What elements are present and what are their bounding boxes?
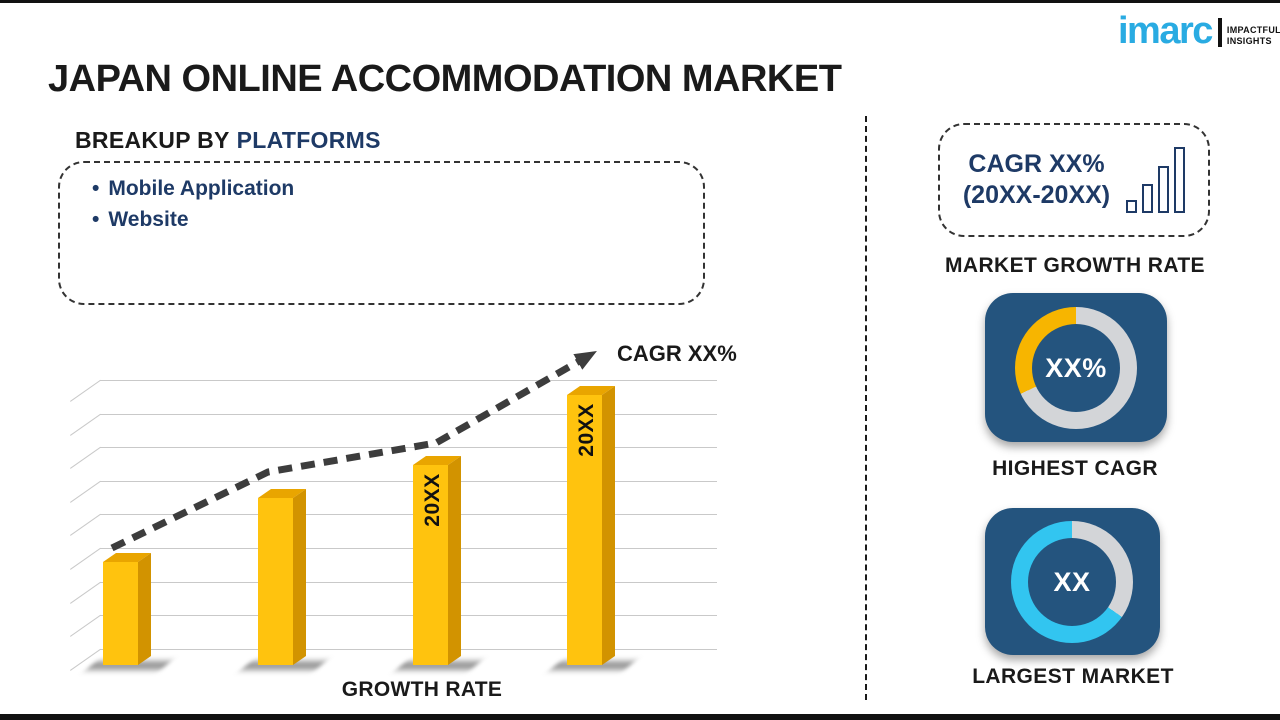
logo-tagline: IMPACTFUL INSIGHTS [1227,25,1280,47]
bar [258,489,306,665]
bottom-border [0,714,1280,720]
gridline [100,648,717,650]
cagr-text: CAGR XX% (20XX-20XX) [963,149,1110,211]
logo-tagline-line2: INSIGHTS [1226,36,1272,46]
breakup-heading-prefix: BREAKUP BY [75,127,230,153]
bar-growth-icon [1126,147,1186,213]
bar-front-face [567,395,602,665]
cagr-trend-label: CAGR XX% [617,341,737,366]
bar-side-face [138,553,151,665]
x-axis-label: GROWTH RATE [341,678,503,701]
bar-side-face [448,456,461,665]
market-growth-rate-label: MARKET GROWTH RATE [945,254,1205,277]
growth-icon-bar [1158,166,1170,213]
gridline [100,413,717,415]
cagr-trend-arrow [110,351,597,552]
bullet-icon: • [92,177,100,200]
largest-market-value: XX [1053,566,1091,597]
gridline [100,548,717,549]
highest-cagr-value: XX% [1045,352,1107,383]
bar-top-face [567,386,615,395]
breakup-heading: BREAKUP BY PLATFORMS [75,127,381,154]
gridline [100,380,717,381]
bar [413,456,461,665]
breakup-list: • Mobile Application • Website [92,173,294,235]
growth-icon-bar [1174,147,1186,213]
donut-hole: XX% [1032,324,1120,412]
bar [103,553,151,665]
bar-top-face [258,489,306,498]
gridline [100,514,717,516]
bar-side-face [602,386,615,665]
bar-front-face [258,498,293,665]
vertical-dashed-divider [865,116,867,700]
bar-front-face [413,465,448,665]
donut-hole: XX [1028,538,1116,626]
bar-top-face [413,456,461,465]
list-item: • Website [92,204,294,235]
cagr-value-line: CAGR XX% [968,150,1105,178]
gridline [100,447,717,449]
top-border [0,0,1280,3]
page-title: JAPAN ONLINE ACCOMMODATION MARKET [48,58,842,100]
gridline [100,615,717,617]
bullet-icon: • [92,208,100,231]
breakup-heading-highlight: PLATFORMS [236,127,381,153]
bar-front-face [103,562,138,665]
largest-market-label: LARGEST MARKET [972,665,1174,688]
logo-divider-bar [1217,18,1222,47]
gridline [100,480,717,482]
breakup-item-label: Mobile Application [108,177,295,200]
growth-icon-bar [1142,184,1154,213]
highest-cagr-donut-chart: XX% [1015,307,1137,429]
logo-tagline-line1: IMPACTFUL [1226,25,1280,35]
imarc-wordmark: imarc [1118,10,1213,52]
trend-polyline [110,351,597,552]
list-item: • Mobile Application [92,173,294,204]
bar [567,386,615,665]
bar-top-face [103,553,151,562]
imarc-logo: imarc IMPACTFUL INSIGHTS [1118,12,1280,50]
growth-icon-bar [1126,200,1138,213]
bar-side-face [293,489,306,665]
breakup-item-label: Website [108,208,189,231]
largest-market-donut-chart: XX [1011,521,1133,643]
highest-cagr-label: HIGHEST CAGR [992,457,1158,480]
highest-cagr-tile: XX% [985,293,1167,442]
cagr-period-line: (20XX-20XX) [962,181,1111,209]
largest-market-tile: XX [985,508,1160,655]
breakup-box: • Mobile Application • Website [58,161,705,305]
growth-rate-chart: 20XX 20XX [60,340,740,705]
market-growth-rate-box: CAGR XX% (20XX-20XX) [938,123,1210,237]
gridline [100,581,717,583]
